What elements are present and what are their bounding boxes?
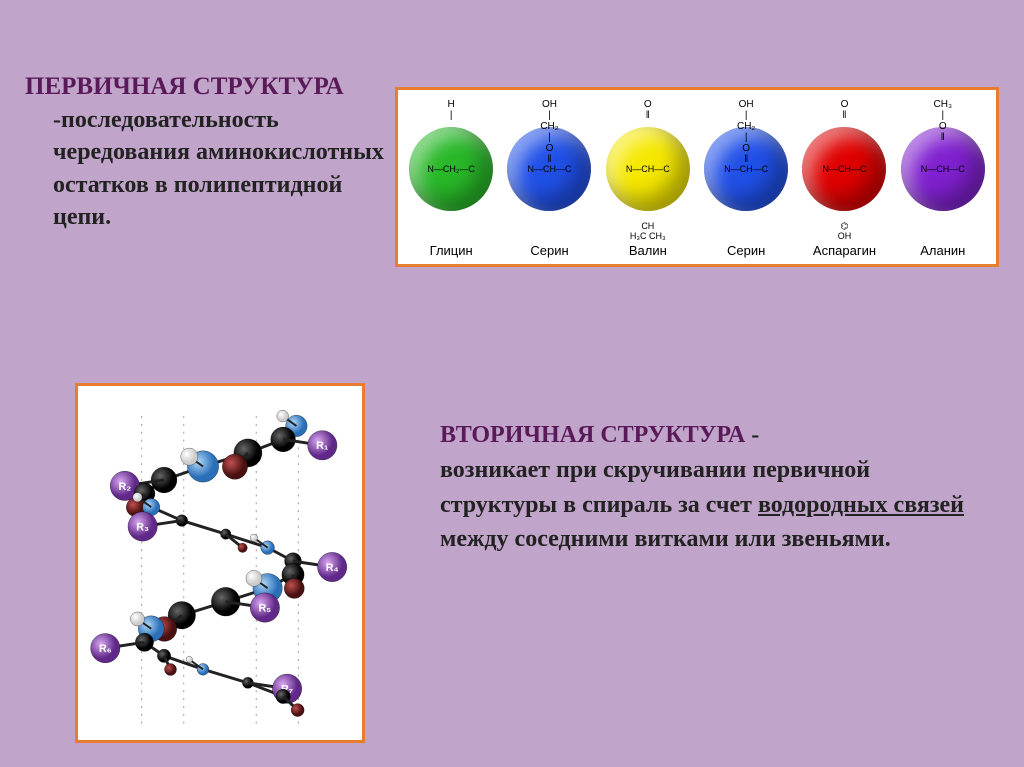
amino-label: Серин — [530, 243, 568, 258]
amino-acid-3: OH|CH₂|O‖N—CH—C Серин — [697, 127, 795, 258]
amino-acid-chain-diagram: H|N—CH₂—CГлицинOH|CH₂|O‖N—CH—CСеринO‖N—C… — [395, 87, 999, 267]
amino-label: Аланин — [920, 243, 965, 258]
amino-sphere: OH|CH₂|O‖N—CH—C — [507, 127, 591, 211]
svg-text:R₆: R₆ — [99, 643, 112, 655]
amino-backbone-formula: N—CH—C — [822, 164, 866, 175]
svg-text:R₃: R₃ — [136, 521, 149, 533]
amino-sphere: H|N—CH₂—C — [409, 127, 493, 211]
amino-sphere: OH|CH₂|O‖N—CH—C — [704, 127, 788, 211]
secondary-structure-block: ВТОРИЧНАЯ СТРУКТУРА - возникает при скру… — [440, 418, 980, 557]
amino-top-formula: OH|CH₂|O‖ — [704, 99, 788, 165]
amino-backbone-formula: N—CH₂—C — [427, 164, 475, 175]
svg-text:R₂: R₂ — [119, 481, 132, 493]
secondary-body: возникает при скручивании первичной стру… — [440, 453, 980, 557]
amino-top-formula: H| — [409, 99, 493, 121]
amino-top-formula: O‖ — [802, 99, 886, 121]
alpha-helix-diagram: R₁R₂R₃R₄R₅R₆R₇ — [75, 383, 365, 743]
amino-acid-1: OH|CH₂|O‖N—CH—C Серин — [500, 127, 598, 258]
svg-text:R₅: R₅ — [259, 602, 272, 614]
amino-backbone-formula: N—CH—C — [527, 164, 571, 175]
amino-label: Аспарагин — [813, 243, 876, 258]
amino-side-chain: ⌬OH — [786, 222, 904, 241]
amino-backbone-formula: N—CH—C — [626, 164, 670, 175]
amino-backbone-formula: N—CH—C — [921, 164, 965, 175]
amino-label: Глицин — [430, 243, 473, 258]
dash: - — [745, 422, 759, 448]
secondary-body-p2: между соседними витками или звеньями. — [440, 526, 891, 552]
hydrogen-bonds-underlined: водородных связей — [758, 492, 964, 518]
amino-acid-4: O‖N—CH—C⌬OH Аспарагин — [795, 127, 893, 258]
amino-acid-5: CH₃|O‖N—CH—C Аланин — [894, 127, 992, 258]
primary-title: ПЕРВИЧНАЯ СТРУКТУРА — [25, 73, 390, 101]
amino-label: Валин — [629, 243, 667, 258]
svg-text:R₁: R₁ — [316, 440, 329, 452]
amino-sphere: CH₃|O‖N—CH—C — [901, 127, 985, 211]
amino-acid-0: H|N—CH₂—C Глицин — [402, 127, 500, 258]
primary-structure-block: ПЕРВИЧНАЯ СТРУКТУРА -последовательность … — [25, 73, 390, 234]
amino-top-formula: OH|CH₂|O‖ — [507, 99, 591, 165]
amino-sphere: O‖N—CH—C⌬OH — [802, 127, 886, 211]
amino-top-formula: CH₃|O‖ — [901, 99, 985, 143]
amino-acid-2: O‖N—CH—CCHH₃C CH₃ Валин — [599, 127, 697, 258]
amino-sphere: O‖N—CH—CCHH₃C CH₃ — [606, 127, 690, 211]
secondary-title: ВТОРИЧНАЯ СТРУКТУРА — [440, 422, 745, 448]
amino-backbone-formula: N—CH—C — [724, 164, 768, 175]
svg-text:R₄: R₄ — [326, 562, 339, 574]
amino-side-chain: CHH₃C CH₃ — [589, 222, 707, 241]
amino-label: Серин — [727, 243, 765, 258]
amino-top-formula: O‖ — [606, 99, 690, 121]
helix-svg: R₁R₂R₃R₄R₅R₆R₇ — [78, 386, 362, 740]
primary-body: -последовательность чередования аминокис… — [25, 104, 390, 234]
